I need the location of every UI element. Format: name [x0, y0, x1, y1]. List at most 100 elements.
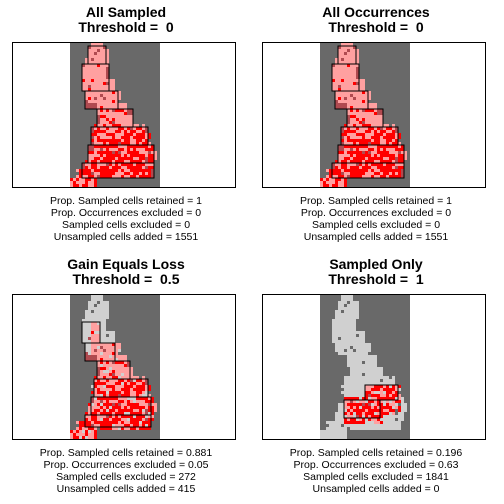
- sampled-cell: [350, 124, 353, 127]
- occurrence-cell: [136, 394, 139, 397]
- sampled-cell: [91, 322, 94, 325]
- sampled-cell: [79, 436, 82, 439]
- occurrence-cell: [121, 400, 124, 403]
- occurrence-cell: [377, 418, 380, 421]
- occurrence-cell: [359, 403, 362, 406]
- sampled-cell: [100, 46, 103, 49]
- occurrence-cell: [341, 331, 344, 334]
- threshold-label: Threshold =: [78, 19, 162, 35]
- sampled-cell: [329, 181, 332, 184]
- occurrence-cell: [359, 385, 362, 388]
- occurrence-cell: [136, 403, 139, 406]
- sampled-cell: [356, 121, 359, 124]
- sampled-cell: [145, 151, 148, 154]
- occurrence-cell: [320, 178, 323, 181]
- occurrence-cell: [91, 79, 94, 82]
- occurrence-cell: [112, 391, 115, 394]
- occurrence-cell: [106, 169, 109, 172]
- occurrence-cell: [365, 151, 368, 154]
- sampled-cell: [94, 340, 97, 343]
- occurrence-cell: [344, 409, 347, 412]
- occurrence-cell: [356, 400, 359, 403]
- occurrence-cell: [136, 151, 139, 154]
- sampled-cell: [85, 427, 88, 430]
- occurrence-cell: [365, 142, 368, 145]
- sampled-cell: [338, 67, 341, 70]
- occurrence-cell: [347, 151, 350, 154]
- sampled-cell: [94, 337, 97, 340]
- sampled-cell: [350, 76, 353, 79]
- occurrence-cell: [392, 145, 395, 148]
- occurrence-cell: [118, 130, 121, 133]
- sampled-cell: [377, 175, 380, 178]
- sampled-cell: [94, 46, 97, 49]
- sampled-cell: [124, 115, 127, 118]
- sampled-cell: [112, 94, 115, 97]
- occurrence-cell: [103, 166, 106, 169]
- region-outline: [84, 414, 152, 428]
- occurrence-cell: [106, 397, 109, 400]
- occurrence-cell: [142, 415, 145, 418]
- sampled-cell: [338, 436, 341, 439]
- occurrence-cell: [374, 112, 377, 115]
- sampled-cell: [97, 322, 100, 325]
- sampled-cell: [344, 334, 347, 337]
- occurrence-cell: [130, 154, 133, 157]
- sampled-cell: [82, 85, 85, 88]
- sampled-cell: [371, 121, 374, 124]
- sampled-cell: [350, 55, 353, 58]
- sampled-cell: [88, 415, 91, 418]
- sampled-cell: [70, 181, 73, 184]
- threshold-value: 0: [415, 19, 424, 35]
- sampled-cell: [109, 382, 112, 385]
- sampled-cell: [106, 91, 109, 94]
- sampled-cell: [344, 316, 347, 319]
- sampled-cell: [371, 145, 374, 148]
- occurrence-cell: [383, 160, 386, 163]
- occurrence-cell: [344, 433, 347, 436]
- occurrence-cell: [100, 160, 103, 163]
- occurrence-cell: [359, 145, 362, 148]
- sampled-cell: [118, 118, 121, 121]
- sampled-cell: [94, 76, 97, 79]
- occurrence-cell: [374, 409, 377, 412]
- occurrence-cell: [97, 64, 100, 67]
- occurrence-cell: [82, 172, 85, 175]
- occurrence-cell: [359, 154, 362, 157]
- sampled-cell: [130, 391, 133, 394]
- occurrence-cell: [112, 421, 115, 424]
- occurrence-cell: [368, 379, 371, 382]
- occurrence-cell: [76, 184, 79, 187]
- occurrence-cell: [350, 427, 353, 430]
- sampled-cell: [374, 376, 377, 379]
- occurrence-cell: [338, 178, 341, 181]
- occurrence-cell: [368, 139, 371, 142]
- panel-title: Gain Equals Loss: [67, 256, 185, 272]
- stat-line: Prop. Sampled cells retained = 0.196: [289, 447, 463, 459]
- occurrence-cell: [88, 88, 91, 91]
- sampled-cell: [359, 400, 362, 403]
- occurrence-cell: [85, 433, 88, 436]
- sampled-cell: [344, 154, 347, 157]
- occurrence-cell: [127, 379, 130, 382]
- occurrence-cell: [106, 406, 109, 409]
- sampled-cell: [106, 376, 109, 379]
- sampled-cell: [347, 352, 350, 355]
- sampled-cell: [145, 388, 148, 391]
- sampled-cell: [362, 364, 365, 367]
- sampled-cell: [359, 364, 362, 367]
- occurrence-cell: [398, 148, 401, 151]
- sampled-cell: [377, 121, 380, 124]
- sampled-cell: [380, 139, 383, 142]
- occurrence-cell: [344, 382, 347, 385]
- occurrence-cell: [133, 175, 136, 178]
- occurrence-cell: [362, 166, 365, 169]
- occurrence-cell: [109, 142, 112, 145]
- occurrence-cell: [350, 106, 353, 109]
- occurrence-cell: [100, 391, 103, 394]
- sampled-cell: [85, 163, 88, 166]
- sampled-cell: [115, 352, 118, 355]
- occurrence-cell: [136, 397, 139, 400]
- sampled-cell: [362, 115, 365, 118]
- sampled-cell: [401, 403, 404, 406]
